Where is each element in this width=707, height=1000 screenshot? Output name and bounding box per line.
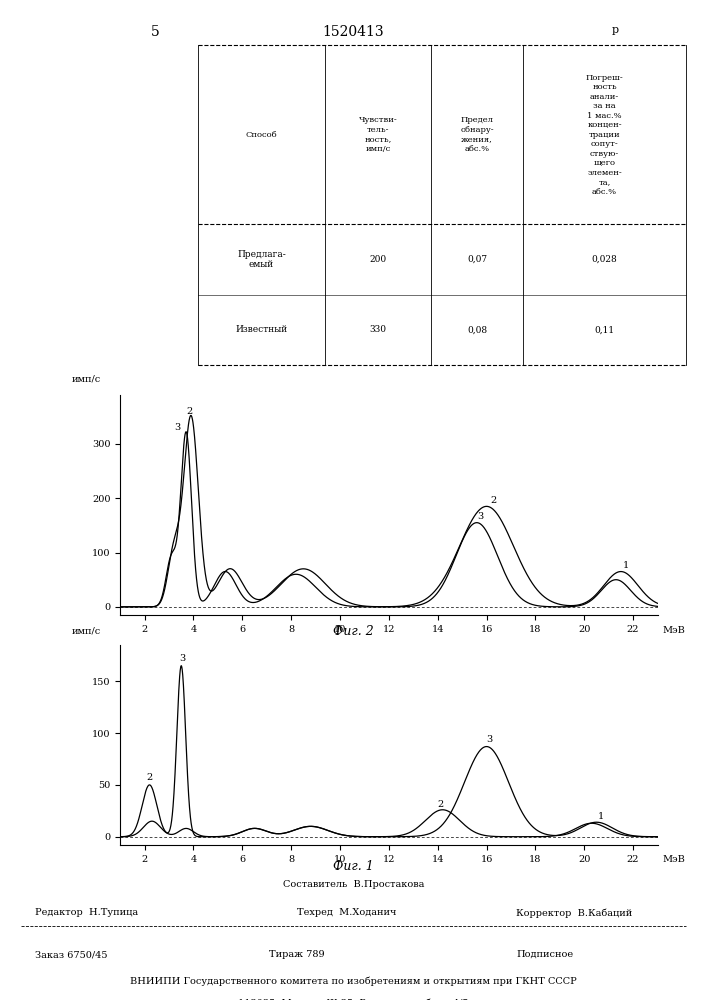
Text: Фиг. 1: Фиг. 1: [333, 860, 374, 873]
Text: Предел
обнару-
жения,
абс.%: Предел обнару- жения, абс.%: [460, 116, 494, 153]
Text: 1: 1: [598, 812, 604, 821]
Text: 200: 200: [370, 255, 387, 264]
Text: 3: 3: [486, 735, 492, 744]
Text: Способ: Способ: [246, 131, 277, 139]
Text: 3: 3: [477, 512, 484, 521]
Text: 2: 2: [146, 773, 153, 782]
Text: Фиг. 2: Фиг. 2: [333, 625, 374, 638]
Text: Предлага-
емый: Предлага- емый: [238, 250, 286, 269]
Text: 2: 2: [491, 496, 497, 505]
Text: 113035, Москва, Ж-35, Раушская наб., д. 4/5: 113035, Москва, Ж-35, Раушская наб., д. …: [238, 998, 469, 1000]
Text: 1520413: 1520413: [322, 25, 385, 39]
Text: 5: 5: [151, 25, 160, 39]
Text: р: р: [612, 25, 619, 35]
Text: 1: 1: [623, 561, 629, 570]
Text: Редактор  Н.Тупица: Редактор Н.Тупица: [35, 908, 139, 917]
Text: МэВ: МэВ: [663, 626, 686, 635]
Text: 0,11: 0,11: [595, 325, 614, 334]
Text: 330: 330: [370, 325, 387, 334]
Text: Тираж 789: Тираж 789: [269, 950, 325, 959]
Text: имп/с: имп/с: [72, 375, 101, 384]
Text: Техред  М.Ходанич: Техред М.Ходанич: [297, 908, 397, 917]
Text: 0,07: 0,07: [467, 255, 487, 264]
Text: 0,028: 0,028: [592, 255, 617, 264]
Text: Чувстви-
тель-
ность,
имп/с: Чувстви- тель- ность, имп/с: [359, 116, 397, 153]
Text: 2: 2: [437, 800, 443, 809]
Text: 0,08: 0,08: [467, 325, 487, 334]
Text: 3: 3: [180, 654, 186, 663]
Text: Заказ 6750/45: Заказ 6750/45: [35, 950, 108, 959]
Text: МэВ: МэВ: [663, 855, 686, 864]
Text: 3: 3: [175, 423, 181, 432]
Text: Подписное: Подписное: [516, 950, 573, 959]
Text: Погреш-
ность
анали-
за на
1 мас.%
концен-
трации
сопут-
ствую-
щего
элемен-
та,: Погреш- ность анали- за на 1 мас.% конце…: [585, 74, 624, 196]
Text: имп/с: имп/с: [72, 626, 101, 635]
Text: 2: 2: [187, 407, 193, 416]
Text: Корректор  В.Кабаций: Корректор В.Кабаций: [516, 908, 632, 918]
Text: Составитель  В.Простакова: Составитель В.Простакова: [283, 880, 424, 889]
Text: Известный: Известный: [235, 325, 288, 334]
Text: ВНИИПИ Государственного комитета по изобретениям и открытиям при ГКНТ СССР: ВНИИПИ Государственного комитета по изоб…: [130, 976, 577, 986]
